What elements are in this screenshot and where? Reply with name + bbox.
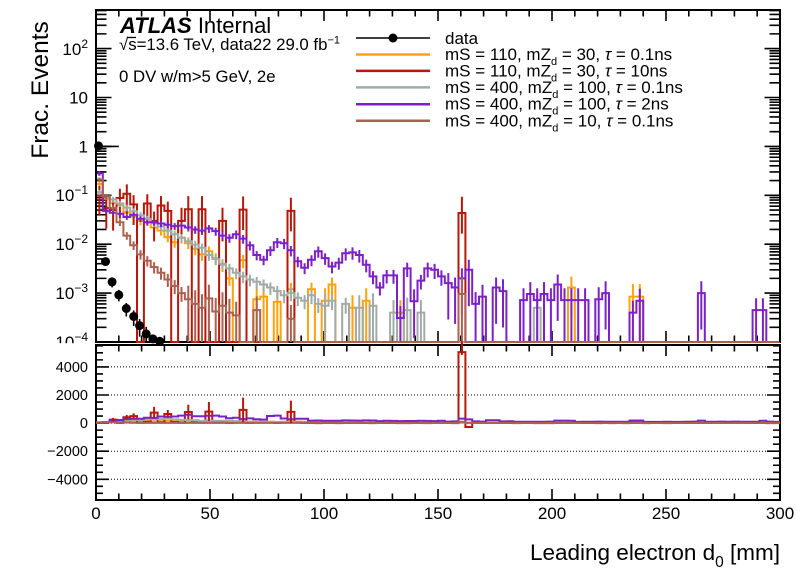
svg-text:−2000: −2000	[47, 444, 88, 460]
svg-text:4000: 4000	[56, 360, 88, 376]
svg-text:0: 0	[91, 504, 100, 523]
svg-text:150: 150	[424, 504, 452, 523]
svg-text:mS = 110, mZd = 30, τ = 10ns: mS = 110, mZd = 30, τ = 10ns	[445, 61, 667, 84]
svg-text:0: 0	[80, 416, 88, 432]
svg-text:250: 250	[652, 504, 680, 523]
svg-text:mS = 400, mZd = 100, τ = 2ns: mS = 400, mZd = 100, τ = 2ns	[445, 95, 669, 118]
svg-text:200: 200	[538, 504, 566, 523]
svg-text:√s=13.6 TeV, data22 29.0 fb−1: √s=13.6 TeV, data22 29.0 fb−1	[119, 35, 340, 55]
svg-text:ATLAS Internal: ATLAS Internal	[119, 13, 271, 38]
svg-text:0 DV w/m>5 GeV, 2e: 0 DV w/m>5 GeV, 2e	[119, 67, 276, 86]
svg-text:mS = 110, mZd = 30, τ = 0.1ns: mS = 110, mZd = 30, τ = 0.1ns	[445, 45, 672, 68]
svg-text:50: 50	[201, 504, 220, 523]
svg-text:1: 1	[79, 137, 88, 156]
svg-text:10: 10	[69, 89, 88, 108]
svg-text:2000: 2000	[56, 388, 88, 404]
svg-text:−4000: −4000	[47, 472, 88, 488]
svg-text:mS = 400, mZd = 100, τ = 0.1ns: mS = 400, mZd = 100, τ = 0.1ns	[445, 78, 683, 101]
svg-text:Frac. Events: Frac. Events	[27, 21, 54, 159]
svg-text:300: 300	[766, 504, 794, 523]
svg-text:mS = 400, mZd = 10, τ = 0.1ns: mS = 400, mZd = 10, τ = 0.1ns	[445, 111, 673, 134]
svg-text:100: 100	[310, 504, 338, 523]
svg-text:data: data	[445, 29, 479, 48]
